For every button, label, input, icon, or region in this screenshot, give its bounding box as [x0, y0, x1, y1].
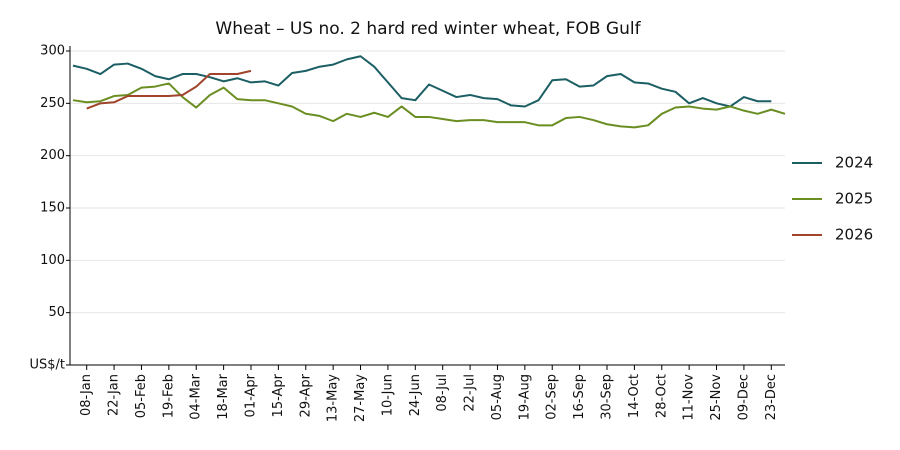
- x-tick-label: 24-Jun: [408, 374, 423, 416]
- series-line: [86, 69, 252, 110]
- y-tick-label: 100: [40, 253, 65, 268]
- x-tick-label: 16-Sep: [572, 374, 587, 420]
- legend: 2024 2025 2026: [792, 154, 873, 244]
- x-tick-label: 30-Sep: [600, 374, 615, 420]
- y-tick-label: 300: [40, 44, 65, 59]
- x-tick-label: 05-Feb: [134, 374, 149, 418]
- x-tick-label: 14-Oct: [627, 374, 642, 418]
- x-tick-label: 11-Nov: [682, 374, 697, 421]
- series-line: [72, 55, 772, 108]
- legend-label: 2026: [835, 226, 873, 244]
- x-tick-label: 19-Aug: [517, 374, 532, 420]
- x-tick-label: 25-Nov: [709, 374, 724, 421]
- y-tick-label: 150: [40, 201, 65, 216]
- y-tick-label: 250: [40, 96, 65, 111]
- x-tick-label: 04-Mar: [189, 373, 204, 419]
- x-tick-label: 01-Apr: [244, 373, 259, 417]
- x-tick-label: 19-Feb: [161, 374, 176, 418]
- x-tick-label: 15-Apr: [271, 373, 286, 417]
- x-tick-label: 13-May: [326, 374, 341, 422]
- x-tick-label: 29-Apr: [298, 373, 313, 417]
- y-tick-label: 50: [48, 305, 65, 320]
- legend-label: 2024: [835, 154, 873, 172]
- x-tick-label: 28-Oct: [654, 374, 669, 418]
- x-tick-label: 27-May: [353, 374, 368, 422]
- x-tick-label: 18-Mar: [216, 373, 231, 419]
- y-tick-label: US$/t: [29, 358, 65, 373]
- x-tick-label: 10-Jun: [380, 374, 395, 416]
- x-tick-label: 23-Dec: [764, 374, 779, 420]
- chart-title: Wheat – US no. 2 hard red winter wheat, …: [215, 19, 641, 39]
- x-tick-label: 02-Sep: [545, 374, 560, 420]
- y-tick-label: 200: [40, 148, 65, 163]
- x-tick-label: 22-Jan: [107, 374, 122, 416]
- x-tick-label: 08-Jan: [79, 374, 94, 416]
- series-line: [72, 82, 786, 129]
- x-tick-label: 09-Dec: [736, 374, 751, 420]
- legend-label: 2025: [835, 190, 873, 208]
- x-tick-label: 05-Aug: [490, 374, 505, 420]
- x-tick-label: 08-Jul: [435, 374, 450, 412]
- x-tick-label: 22-Jul: [463, 374, 478, 412]
